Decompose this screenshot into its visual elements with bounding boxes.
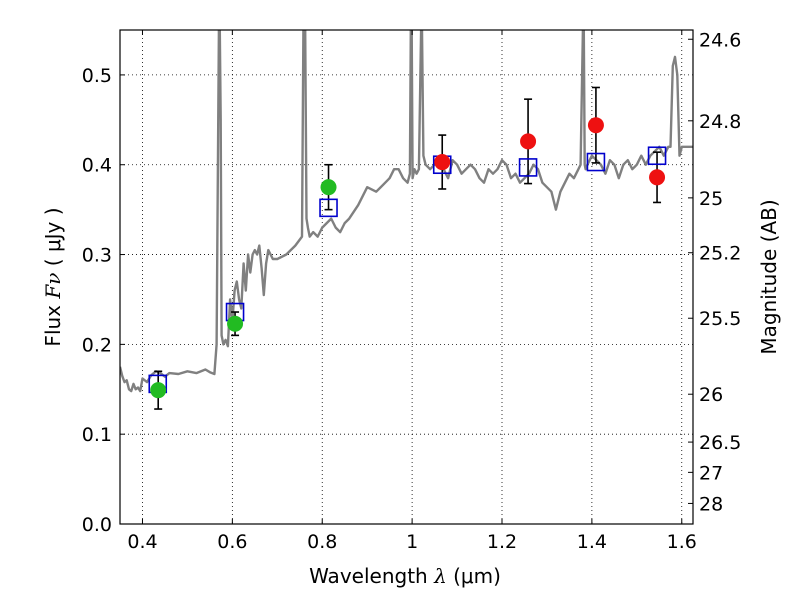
y2-tick-label: 25.5: [699, 308, 741, 330]
y-axis-label-prefix: Flux: [41, 299, 65, 347]
plot-frame: [119, 29, 694, 525]
observed-photometry-point: [649, 169, 666, 186]
observed-photometry-point: [520, 133, 537, 150]
axis-ticks: 0.4 0.6 0.8 1 1.2 1.4 1.6 0.0 0.1 0.2 0.3 0.4 0.5 24.…: [82, 29, 742, 553]
observed-photometry-point: [587, 117, 604, 134]
y-axis-label: Flux Fν ( μJy ): [41, 207, 65, 346]
x-axis-label: Wavelength λ (μm): [309, 564, 501, 588]
model-photometry-square: [518, 158, 538, 177]
y2-tick-label: 24.6: [699, 29, 741, 51]
x-tick-label: 1.4: [577, 531, 607, 553]
x-tick-label: 1.6: [667, 531, 697, 553]
plot-area: [120, 30, 693, 524]
y2-tick-label: 28: [699, 493, 723, 515]
x-tick-label: 0.4: [127, 531, 157, 553]
model-photometry-square: [319, 198, 338, 218]
y2-tick-label: 25.2: [699, 243, 741, 265]
y2-axis-label: Magnitude (AB): [757, 199, 781, 354]
y2-tick-label: 25: [699, 188, 723, 210]
y-tick-label: 0.3: [82, 245, 112, 267]
x-tick-label: 1.2: [487, 531, 517, 553]
y2-tick-label: 26.5: [699, 432, 741, 454]
model-photometry-square: [647, 146, 667, 166]
y-tick-label: 0.1: [82, 424, 112, 446]
y-axis-label-unit: ( μJy ): [41, 207, 65, 272]
observed-photometry-point: [434, 154, 451, 171]
x-tick-label: 1: [406, 531, 418, 553]
y2-tick-label: 27: [699, 462, 723, 484]
y-tick-label: 0.5: [82, 65, 112, 87]
observed-photometry-point: [320, 179, 337, 196]
x-axis-label-prefix: Wavelength: [309, 564, 434, 588]
y-tick-label: 0.4: [82, 155, 112, 177]
x-tick-label: 0.8: [307, 531, 337, 553]
y-tick-label: 0.0: [82, 514, 112, 536]
x-axis-label-unit: (μm): [447, 564, 501, 588]
y2-tick-label: 24.8: [699, 111, 741, 133]
x-axis-label-symbol: λ: [433, 564, 447, 588]
y2-tick-label: 26: [699, 384, 723, 406]
observed-photometry-point: [227, 315, 244, 332]
observed-photometry-point: [150, 382, 167, 399]
model-photometry-square: [586, 152, 606, 172]
observed-photometry-markers: [150, 117, 666, 399]
x-tick-label: 0.6: [217, 531, 247, 553]
y-axis-label-symbol: Fν: [41, 273, 65, 300]
y-tick-label: 0.2: [82, 334, 112, 356]
